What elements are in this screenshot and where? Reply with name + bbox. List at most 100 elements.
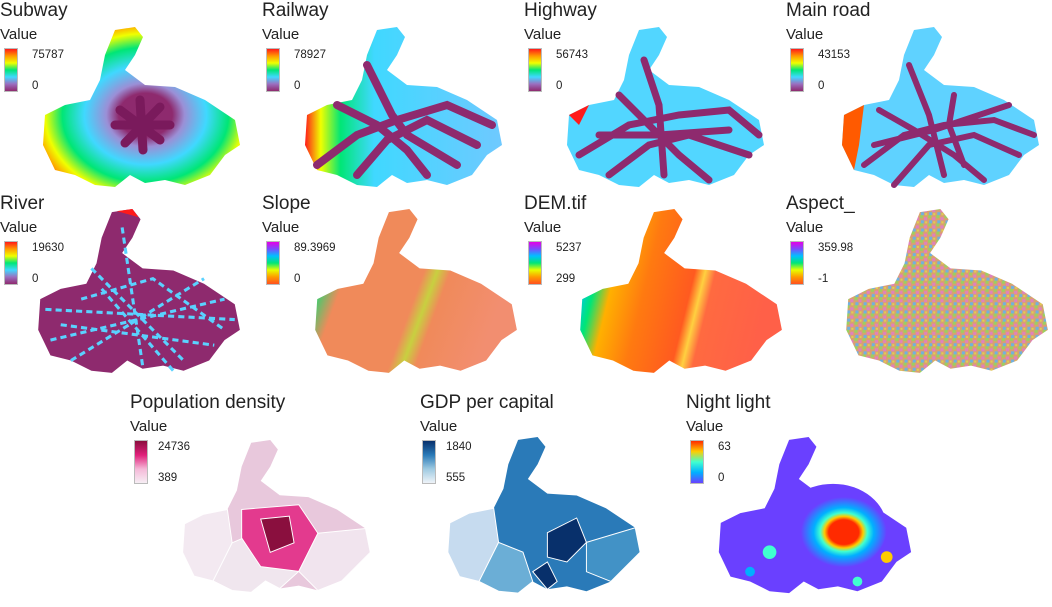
legend-max-value: 1840	[446, 441, 472, 453]
legend-min-value: 389	[158, 472, 178, 484]
edge-highlight	[842, 105, 864, 170]
panel-title: Main road	[786, 0, 871, 21]
district	[478, 541, 534, 594]
district	[532, 561, 558, 590]
panel-title: Slope	[262, 193, 311, 214]
panel-title: Subway	[0, 0, 68, 21]
panel-highway: Highway Value 56743 0	[524, 0, 784, 195]
legend-min-value: 555	[446, 472, 466, 484]
panel-slope: Slope Value 89.3969 0	[262, 193, 522, 388]
panel-dem: DEM.tif Value 5237 299	[524, 193, 784, 388]
legend-color-ramp	[528, 48, 542, 92]
legend-min-value: 0	[294, 80, 301, 92]
legend-max-value: 78927	[294, 49, 326, 61]
legend-label: Value	[262, 26, 300, 43]
district	[298, 528, 371, 591]
region-shape	[38, 209, 240, 373]
legend-max-value: 56743	[556, 49, 588, 61]
legend-max-value: 63	[718, 441, 731, 453]
railway-distance-map	[305, 27, 502, 187]
light-spot	[852, 576, 863, 587]
legend-label: Value	[420, 418, 458, 435]
subway-distance-map	[43, 27, 240, 187]
legend-min-value: -1	[818, 273, 829, 285]
highway-distance-map	[567, 27, 764, 187]
legend-color-ramp	[4, 48, 18, 92]
light-spot	[880, 551, 893, 563]
region-shape	[305, 27, 502, 187]
panel-aspect: Aspect_ Value 359.98 -1	[786, 193, 1052, 388]
district	[182, 508, 233, 582]
legend-min-value: 0	[294, 273, 301, 285]
population-density-map	[182, 439, 371, 593]
legend-color-ramp	[422, 440, 436, 484]
legend-color-ramp	[4, 241, 18, 285]
edge-highlight	[117, 209, 139, 218]
light-spot	[745, 566, 755, 577]
legend-label: Value	[0, 219, 38, 236]
legend-color-ramp	[266, 241, 280, 285]
legend-color-ramp	[134, 440, 148, 484]
legend-label: Value	[786, 26, 824, 43]
slope-map	[315, 209, 517, 373]
panel-population-density: Population density Value 24736 389	[130, 392, 410, 607]
panel-night-light: Night light Value 63 0	[686, 392, 946, 607]
panel-title: River	[0, 193, 45, 214]
district	[447, 507, 500, 583]
legend-label: Value	[262, 219, 300, 236]
legend-color-ramp	[790, 48, 804, 92]
main-road-distance-map	[842, 27, 1039, 188]
edge-highlight	[569, 105, 589, 125]
legend-color-ramp	[266, 48, 280, 92]
urban-glow	[779, 483, 887, 572]
panel-title: Population density	[130, 392, 286, 413]
panel-railway: Railway Value 78927 0	[262, 0, 522, 195]
legend-min-value: 299	[556, 273, 576, 285]
district	[585, 527, 641, 583]
panel-river: River Value 19630 0	[0, 193, 260, 388]
river-network	[45, 227, 235, 372]
panel-main-road: Main road Value 43153 0	[786, 0, 1052, 195]
aspect-map	[846, 209, 1048, 373]
panel-title: Railway	[262, 0, 329, 21]
panel-title: Night light	[686, 392, 771, 413]
legend-label: Value	[524, 219, 562, 236]
legend-label: Value	[686, 418, 724, 435]
legend-label: Value	[786, 219, 824, 236]
district	[260, 515, 295, 553]
panel-title: Highway	[524, 0, 597, 21]
legend-max-value: 43153	[818, 49, 850, 61]
legend-max-value: 5237	[556, 242, 582, 254]
panel-title: GDP per capital	[420, 392, 554, 413]
panel-title: DEM.tif	[524, 193, 587, 214]
core-network	[110, 95, 175, 155]
legend-max-value: 19630	[32, 242, 64, 254]
panel-subway: Subway Value 75787 0	[0, 0, 260, 195]
legend-color-ramp	[790, 241, 804, 285]
district	[546, 517, 588, 563]
legend-max-value: 24736	[158, 441, 190, 453]
light-spot	[762, 545, 777, 559]
rail-lines	[313, 61, 496, 179]
legend-min-value: 0	[32, 80, 39, 92]
legend-min-value: 0	[556, 80, 563, 92]
legend-max-value: 75787	[32, 49, 64, 61]
legend-min-value: 0	[718, 472, 725, 484]
highway-lines	[575, 56, 763, 184]
region-shape	[846, 209, 1048, 373]
legend-color-ramp	[690, 440, 704, 484]
legend-color-ramp	[528, 241, 542, 285]
legend-label: Value	[130, 418, 168, 435]
main-road-lines	[861, 62, 1037, 188]
gdp-per-capita-map	[447, 436, 641, 594]
panel-title: Aspect_	[786, 193, 855, 214]
legend-min-value: 0	[818, 80, 825, 92]
legend-label: Value	[0, 26, 38, 43]
region-shape	[580, 209, 782, 373]
night-light-map	[718, 436, 912, 594]
legend-min-value: 0	[32, 273, 39, 285]
legend-max-value: 359.98	[818, 242, 854, 254]
panel-gdp-per-capita: GDP per capital Value 1840 555	[420, 392, 680, 607]
region-shape	[315, 209, 517, 373]
dem-elevation-map	[580, 209, 782, 373]
